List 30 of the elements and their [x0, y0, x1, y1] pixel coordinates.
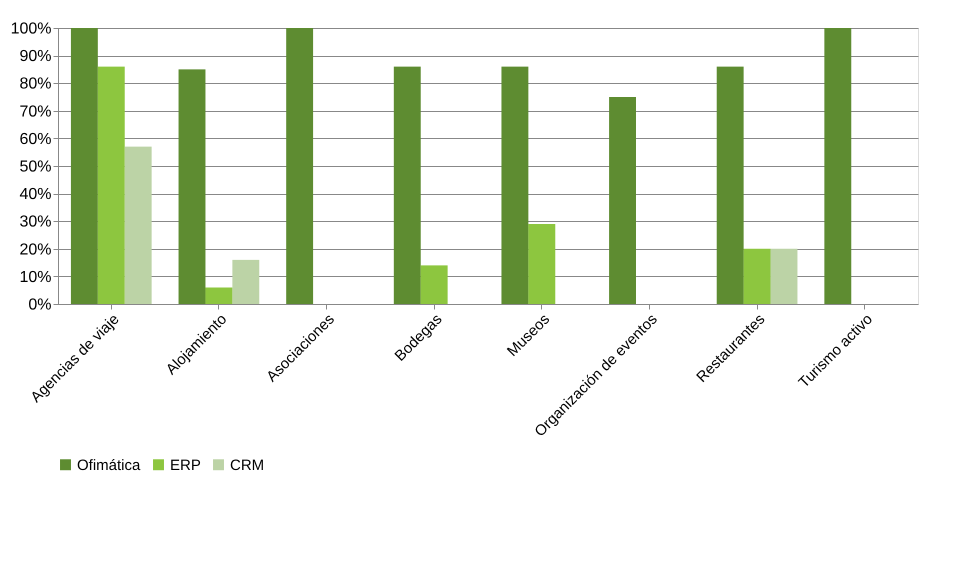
- y-tick-label: 10%: [19, 268, 52, 286]
- y-tick-label: 60%: [19, 130, 52, 148]
- y-tick-label: 70%: [19, 103, 52, 120]
- legend-label: Ofimática: [77, 456, 142, 474]
- bar: [232, 260, 260, 304]
- bar: [501, 66, 528, 304]
- bar: [824, 28, 852, 304]
- bar: [609, 97, 636, 304]
- y-tick-label: 50%: [19, 158, 52, 176]
- y-tick-label: 80%: [19, 76, 52, 93]
- bar: [178, 69, 206, 304]
- bar: [716, 66, 744, 304]
- y-tick-label: 90%: [19, 48, 52, 66]
- legend-label: CRM: [230, 456, 264, 474]
- bar: [124, 146, 152, 304]
- y-tick-label: 30%: [19, 214, 52, 231]
- y-tick-label: 20%: [19, 241, 52, 258]
- bar: [286, 28, 314, 304]
- bar: [528, 224, 556, 304]
- bar: [205, 287, 232, 304]
- y-tick-label: 0%: [28, 296, 52, 314]
- bar: [70, 28, 98, 304]
- bar: [770, 248, 798, 304]
- y-tick-label: 40%: [19, 186, 52, 204]
- y-tick-label: 100%: [10, 20, 52, 38]
- bar: [394, 66, 421, 304]
- bar: [744, 248, 771, 304]
- bar: [420, 265, 448, 304]
- legend-label: ERP: [170, 456, 201, 474]
- bar: [98, 66, 125, 304]
